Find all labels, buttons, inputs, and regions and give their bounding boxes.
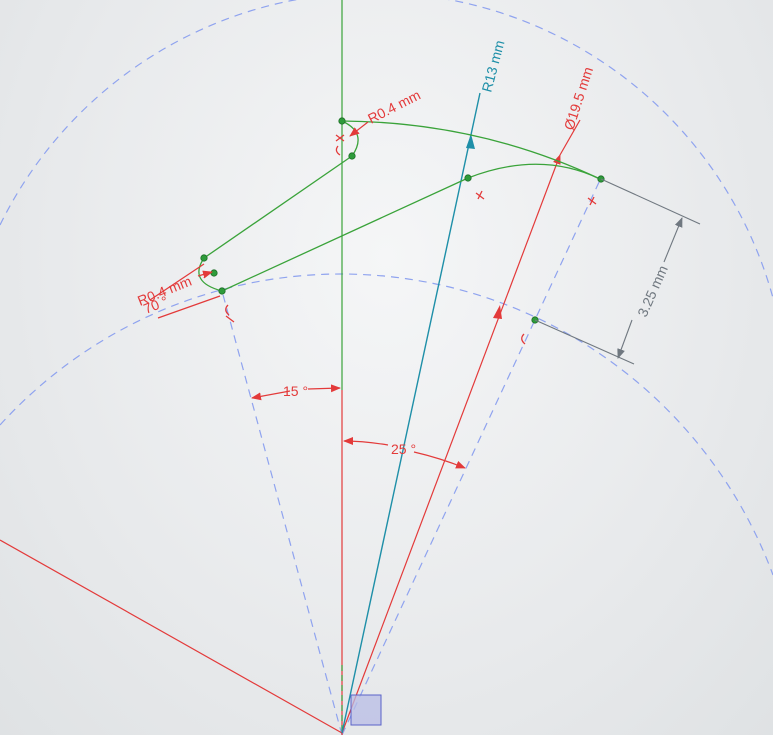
coincident-constraint-icon [203, 134, 597, 345]
fillet-top-leader [349, 121, 369, 137]
radius-arrow [466, 134, 475, 149]
height-label[interactable]: 3.25 mm [634, 263, 671, 319]
angle-right-label[interactable]: 25 ° [391, 441, 416, 457]
profile-flank-lower[interactable] [221, 177, 469, 292]
diameter-dimension-extension [559, 119, 581, 156]
angle-right-arc-b [413, 451, 466, 469]
profile-fillet-left[interactable] [198, 257, 223, 292]
horizontal-reference-line[interactable] [0, 539, 343, 734]
height-arrow-bottom [617, 319, 633, 359]
profile-outer-arc[interactable] [341, 120, 601, 180]
angle-left-arrow-b [307, 384, 341, 393]
fillet-left-leader-2 [157, 295, 221, 319]
point-left-lower[interactable] [218, 287, 226, 295]
construction-radial-right[interactable] [341, 179, 601, 735]
profile-fillet-top[interactable] [341, 120, 359, 157]
height-extension-top [600, 178, 701, 225]
diameter-dimension-line[interactable] [341, 154, 561, 734]
profile-flank-upper[interactable] [203, 155, 353, 259]
height-arrow-top [663, 217, 683, 263]
point-left-upper[interactable] [200, 254, 208, 262]
diameter-label[interactable]: Ø19.5 mm [561, 65, 596, 132]
point-inner-arc-start[interactable] [464, 174, 472, 182]
fillet-left-leader-1 [149, 263, 205, 301]
construction-radial-left[interactable] [221, 290, 343, 735]
fillet-top-label[interactable]: R0.4 mm [365, 87, 423, 127]
construction-circle-inner[interactable] [0, 273, 773, 576]
diameter-arrow-mid [493, 305, 502, 319]
radius-outer-label[interactable]: R13 mm [478, 39, 507, 94]
fillet-left-arrow [197, 270, 213, 279]
origin-square-icon[interactable] [350, 694, 382, 726]
angle-right-arc-a [343, 437, 389, 446]
height-extension-bottom [534, 319, 635, 365]
point-top-fillet[interactable] [348, 152, 356, 160]
construction-circle-outer[interactable] [0, 0, 773, 299]
point-left-mid[interactable] [210, 269, 218, 277]
point-top[interactable] [338, 117, 346, 125]
angle-left-arrow-a [251, 390, 291, 401]
angle-left-label[interactable]: 15 ° [283, 383, 308, 399]
radius-dimension-line[interactable] [341, 92, 481, 734]
profile-inner-arc[interactable] [467, 163, 601, 180]
